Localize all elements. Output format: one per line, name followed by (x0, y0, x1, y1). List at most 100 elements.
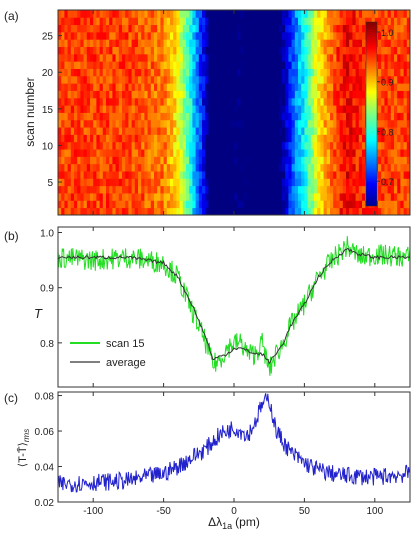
heatmap-cell (282, 90, 286, 99)
heatmap-cell (339, 112, 344, 121)
heatmap-cell (144, 134, 148, 143)
heatmap-cell (221, 156, 225, 165)
heatmap-cell (182, 149, 187, 157)
heatmap-cell (96, 31, 100, 40)
heatmap-cell (166, 134, 171, 143)
heatmap-cell (109, 24, 113, 33)
heatmap-cell (358, 207, 363, 215)
heatmap-cell (400, 83, 404, 91)
heatmap-cell (406, 112, 410, 121)
heatmap-cell (240, 163, 244, 172)
heatmap-cell (301, 185, 305, 194)
heatmap-cell (131, 178, 136, 187)
heatmap-cell (122, 156, 126, 165)
heatmap-cell (86, 185, 91, 194)
heatmap-cell (170, 178, 174, 187)
heatmap-cell (406, 163, 410, 172)
heatmap-cell (221, 141, 225, 150)
heatmap-cell (90, 10, 94, 18)
heatmap-cell (67, 53, 72, 62)
heatmap-cell (333, 193, 337, 201)
heatmap-cell (154, 141, 158, 150)
heatmap-cell (256, 31, 260, 40)
heatmap-cell (118, 61, 123, 69)
heatmap-cell (83, 112, 88, 121)
heatmap-cell (192, 171, 196, 179)
heatmap-cell (323, 68, 328, 77)
heatmap-cell (342, 163, 347, 172)
heatmap-cell (403, 185, 408, 194)
heatmap-cell (160, 17, 164, 26)
heatmap-cell (278, 53, 283, 62)
heatmap-cell (211, 127, 216, 135)
heatmap-cell (259, 156, 264, 165)
heatmap-cell (246, 134, 251, 143)
heatmap-cell (333, 134, 337, 143)
heatmap-cell (128, 24, 132, 33)
heatmap-cell (125, 207, 129, 215)
heatmap-cell (218, 53, 222, 62)
heatmap-cell (208, 46, 212, 55)
heatmap-cell (307, 39, 312, 48)
heatmap-cell (170, 141, 174, 150)
heatmap-cell (349, 163, 353, 172)
heatmap-cell (262, 178, 267, 187)
heatmap-cell (400, 75, 404, 84)
heatmap-cell (211, 141, 216, 150)
heatmap-cell (115, 105, 120, 113)
heatmap-cell (154, 178, 158, 187)
heatmap-cell (80, 10, 84, 18)
heatmap-cell (397, 149, 401, 157)
heatmap-cell (166, 119, 171, 128)
heatmap-cell (86, 193, 91, 201)
heatmap-cell (253, 39, 257, 48)
heatmap-cell (371, 17, 376, 26)
heatmap-cell (195, 127, 200, 135)
heatmap-cell (381, 134, 385, 143)
heatmap-cell (198, 149, 203, 157)
heatmap-cell (326, 163, 331, 172)
heatmap-cell (214, 53, 219, 62)
heatmap-cell (70, 200, 75, 209)
heatmap-cell (115, 17, 120, 26)
heatmap-cell (109, 68, 113, 77)
heatmap-cell (86, 31, 91, 40)
heatmap-cell (154, 127, 158, 135)
heatmap-cell (160, 141, 164, 150)
heatmap-cell (67, 207, 72, 215)
heatmap-cell (166, 185, 171, 194)
heatmap-cell (163, 105, 168, 113)
heatmap-cell (362, 119, 366, 128)
heatmap-cell (122, 178, 126, 187)
heatmap-cell (253, 112, 257, 121)
heatmap-cell (221, 119, 225, 128)
heatmap-cell (64, 46, 68, 55)
heatmap-cell (141, 97, 145, 106)
heatmap-cell (67, 39, 72, 48)
heatmap-cell (336, 149, 340, 157)
heatmap-cell (387, 134, 392, 143)
heatmap-cell (250, 141, 254, 150)
heatmap-cell (272, 112, 276, 121)
heatmap-cell (80, 31, 84, 40)
heatmap-cell (298, 178, 302, 187)
heatmap-cell (336, 185, 340, 194)
heatmap-cell (400, 17, 404, 26)
heatmap-cell (195, 185, 200, 194)
heatmap-cell (278, 149, 283, 157)
heatmap-cell (243, 61, 248, 69)
heatmap-cell (128, 171, 132, 179)
heatmap-cell (115, 112, 120, 121)
heatmap-cell (64, 90, 68, 99)
y-tick-label-a: 15 (42, 105, 54, 116)
heatmap-cell (406, 127, 410, 135)
y-tick-label-c: 0.06 (35, 427, 55, 438)
heatmap-cell (310, 134, 315, 143)
heatmap-cell (214, 134, 219, 143)
heatmap-cell (307, 68, 312, 77)
heatmap-cell (221, 193, 225, 201)
heatmap-cell (269, 149, 273, 157)
heatmap-cell (80, 75, 84, 84)
heatmap-cell (307, 24, 312, 33)
heatmap-cell (179, 53, 184, 62)
